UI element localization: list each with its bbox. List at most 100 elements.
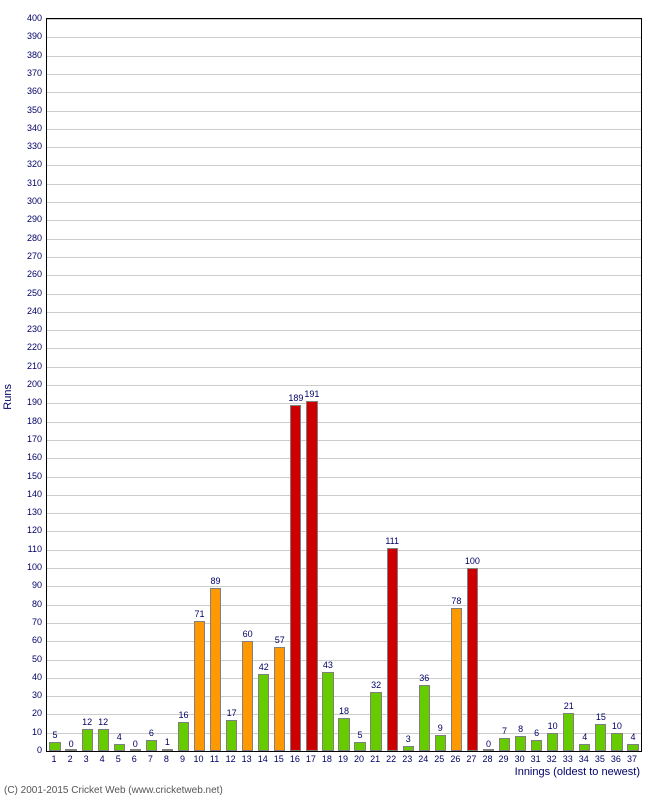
grid-line xyxy=(47,641,641,642)
grid-line xyxy=(47,385,641,386)
grid-line xyxy=(47,202,641,203)
y-tick-label: 130 xyxy=(0,507,46,517)
bar-value-label: 0 xyxy=(133,739,138,749)
grid-line xyxy=(47,403,641,404)
chart-container: 5012124061167189176042571891914318532111… xyxy=(0,0,650,800)
bar xyxy=(387,548,398,751)
bar-value-label: 8 xyxy=(518,724,523,734)
y-tick-label: 170 xyxy=(0,434,46,444)
x-tick-label: 19 xyxy=(338,754,348,764)
y-tick-label: 100 xyxy=(0,562,46,572)
bar-value-label: 21 xyxy=(564,701,574,711)
grid-line xyxy=(47,696,641,697)
bar-value-label: 4 xyxy=(117,732,122,742)
bar-value-label: 16 xyxy=(178,710,188,720)
y-tick-label: 80 xyxy=(0,599,46,609)
x-tick-label: 6 xyxy=(132,754,137,764)
grid-line xyxy=(47,422,641,423)
x-tick-label: 27 xyxy=(466,754,476,764)
y-tick-label: 360 xyxy=(0,86,46,96)
bar xyxy=(322,672,333,751)
x-tick-label: 1 xyxy=(52,754,57,764)
x-tick-label: 20 xyxy=(354,754,364,764)
x-tick-label: 15 xyxy=(274,754,284,764)
x-tick-label: 17 xyxy=(306,754,316,764)
y-axis-label: Runs xyxy=(2,384,14,410)
x-tick-label: 5 xyxy=(116,754,121,764)
bar-value-label: 57 xyxy=(275,635,285,645)
bar-value-label: 6 xyxy=(534,728,539,738)
grid-line xyxy=(47,19,641,20)
bar xyxy=(242,641,253,751)
grid-line xyxy=(47,495,641,496)
y-tick-label: 140 xyxy=(0,489,46,499)
x-tick-label: 4 xyxy=(100,754,105,764)
x-tick-label: 7 xyxy=(148,754,153,764)
bar-value-label: 36 xyxy=(419,673,429,683)
grid-line xyxy=(47,568,641,569)
bar xyxy=(178,722,189,751)
x-tick-label: 25 xyxy=(434,754,444,764)
y-tick-label: 120 xyxy=(0,525,46,535)
x-tick-label: 10 xyxy=(193,754,203,764)
bar-value-label: 17 xyxy=(227,708,237,718)
bar-value-label: 100 xyxy=(465,556,480,566)
y-tick-label: 70 xyxy=(0,617,46,627)
bar xyxy=(306,401,317,751)
y-tick-label: 0 xyxy=(0,745,46,755)
bar-value-label: 71 xyxy=(194,609,204,619)
bar-value-label: 60 xyxy=(243,629,253,639)
bar xyxy=(515,736,526,751)
x-tick-label: 36 xyxy=(611,754,621,764)
y-tick-label: 350 xyxy=(0,105,46,115)
grid-line xyxy=(47,239,641,240)
grid-line xyxy=(47,294,641,295)
y-tick-label: 60 xyxy=(0,635,46,645)
y-tick-label: 240 xyxy=(0,306,46,316)
bar xyxy=(82,729,93,751)
bar-value-label: 7 xyxy=(502,726,507,736)
y-tick-label: 390 xyxy=(0,31,46,41)
grid-line xyxy=(47,275,641,276)
y-tick-label: 400 xyxy=(0,13,46,23)
x-tick-label: 13 xyxy=(242,754,252,764)
x-tick-label: 34 xyxy=(579,754,589,764)
bar-value-label: 32 xyxy=(371,680,381,690)
y-tick-label: 180 xyxy=(0,416,46,426)
x-tick-label: 30 xyxy=(515,754,525,764)
x-tick-label: 16 xyxy=(290,754,300,764)
grid-line xyxy=(47,531,641,532)
bar-value-label: 89 xyxy=(211,576,221,586)
grid-line xyxy=(47,623,641,624)
y-tick-label: 340 xyxy=(0,123,46,133)
x-tick-label: 23 xyxy=(402,754,412,764)
grid-line xyxy=(47,330,641,331)
y-tick-label: 260 xyxy=(0,269,46,279)
bar-value-label: 111 xyxy=(385,536,399,546)
grid-line xyxy=(47,312,641,313)
copyright-text: (C) 2001-2015 Cricket Web (www.cricketwe… xyxy=(4,785,223,796)
y-tick-label: 300 xyxy=(0,196,46,206)
grid-line xyxy=(47,74,641,75)
grid-line xyxy=(47,367,641,368)
grid-line xyxy=(47,147,641,148)
bar xyxy=(451,608,462,751)
grid-line xyxy=(47,348,641,349)
bar xyxy=(258,674,269,751)
y-tick-label: 230 xyxy=(0,324,46,334)
grid-line xyxy=(47,220,641,221)
y-tick-label: 310 xyxy=(0,178,46,188)
y-tick-label: 10 xyxy=(0,727,46,737)
bar-value-label: 5 xyxy=(53,730,58,740)
bar-value-label: 4 xyxy=(582,732,587,742)
grid-line xyxy=(47,129,641,130)
x-tick-label: 22 xyxy=(386,754,396,764)
x-tick-label: 11 xyxy=(210,754,219,764)
bar xyxy=(226,720,237,751)
bar xyxy=(194,621,205,751)
y-tick-label: 110 xyxy=(0,544,46,554)
bar-value-label: 18 xyxy=(339,706,349,716)
x-tick-label: 37 xyxy=(627,754,637,764)
bar-value-label: 0 xyxy=(69,739,74,749)
grid-line xyxy=(47,257,641,258)
